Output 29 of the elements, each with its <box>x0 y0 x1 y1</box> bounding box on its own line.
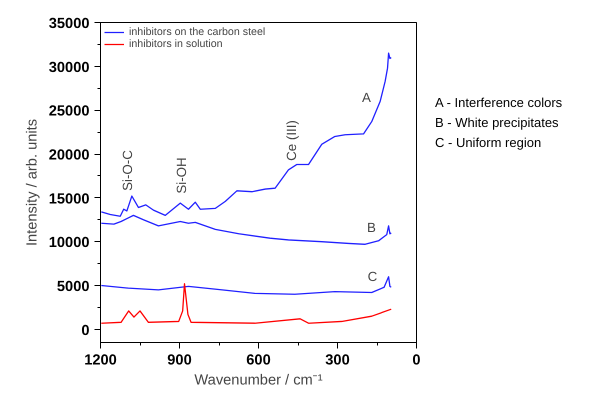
annotation: Si-O-C <box>120 150 135 191</box>
text: A - Interference colors <box>435 94 562 112</box>
legend-label: inhibitors on the carbon steel <box>129 26 266 38</box>
legend-label: inhibitors in solution <box>129 38 223 50</box>
y-tick-label: 25000 <box>48 104 90 120</box>
line-series <box>100 214 392 245</box>
annotation: Ce (III) <box>284 120 299 161</box>
annotation: B <box>367 220 376 235</box>
y-tick-label: 10000 <box>48 235 90 252</box>
annotation: A <box>362 90 372 105</box>
line-series <box>100 283 392 324</box>
y-tick-label: 0 <box>81 322 90 339</box>
x-axis-title: Wavenumber / cm⁻¹ <box>194 372 323 388</box>
y-tick-label: 35000 <box>48 16 90 32</box>
y-axis-title: Intensity / arb. units <box>24 118 41 246</box>
annotation: C <box>368 269 378 284</box>
x-tick-label: 0 <box>412 352 421 368</box>
x-tick-label: 300 <box>325 352 350 368</box>
x-tick-label: 900 <box>167 352 192 368</box>
text: B - White precipitates <box>435 114 560 132</box>
annotation: Si-OH <box>174 157 189 194</box>
y-tick-label: 30000 <box>48 60 90 76</box>
y-tick-label: 15000 <box>48 191 90 208</box>
y-tick-label: 5000 <box>56 279 90 296</box>
x-tick-label: 1200 <box>84 352 117 368</box>
y-tick-label: 20000 <box>48 148 90 164</box>
line-series <box>100 52 392 217</box>
text: C - Uniform region <box>435 134 542 152</box>
x-tick-label: 600 <box>246 352 271 368</box>
